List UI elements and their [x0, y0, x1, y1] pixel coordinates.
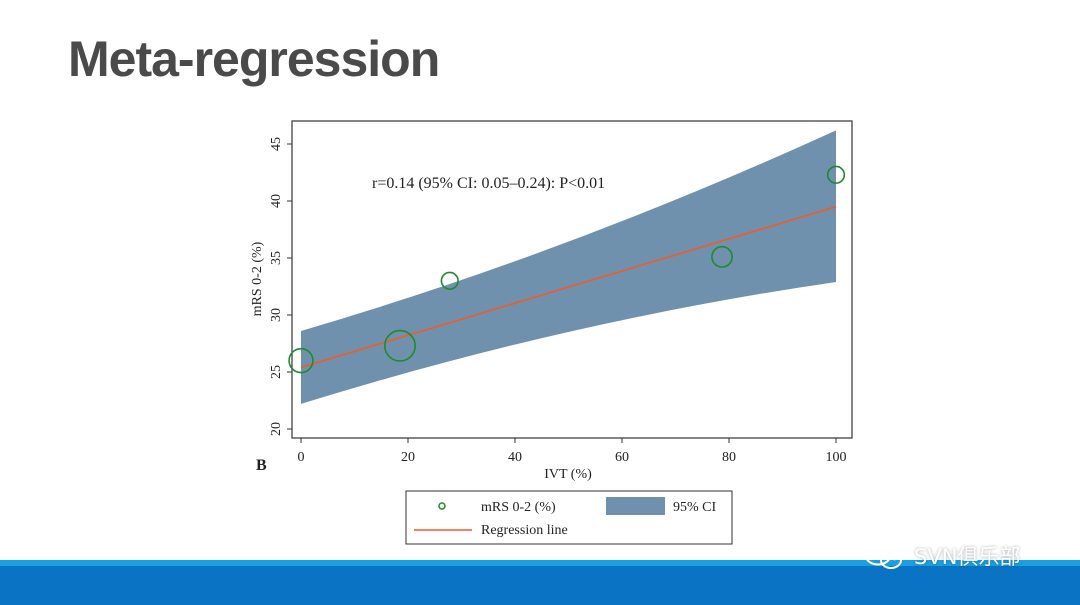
regression-line: [300, 205, 837, 369]
y-tick-label-40: 40: [269, 194, 284, 208]
footer-band: [0, 566, 1080, 605]
y-axis-title: mRS 0-2 (%): [250, 241, 265, 316]
panel-label: B: [256, 457, 267, 474]
x-tick-label-20: 20: [401, 450, 415, 465]
y-tick-label-30: 30: [269, 308, 284, 322]
wechat-icon: [864, 542, 902, 569]
legend-label-ci: 95% CI: [673, 500, 717, 515]
data-point-3: [440, 271, 459, 290]
x-tick-label-40: 40: [508, 450, 522, 465]
watermark-text: SVN俱乐部: [914, 545, 1021, 569]
data-point-2: [383, 329, 416, 362]
x-tick-label-100: 100: [826, 450, 847, 465]
y-tick-label-25: 25: [269, 365, 284, 379]
watermark: SVN俱乐部: [862, 540, 1020, 572]
slide-title: Meta-regression: [68, 31, 440, 87]
x-tick-label-80: 80: [722, 450, 736, 465]
x-tick-label-60: 60: [615, 450, 629, 465]
data-point-1: [288, 347, 314, 374]
legend-swatch-ci: [606, 497, 665, 515]
y-tick-label-20: 20: [269, 422, 284, 436]
legend-label-regression: Regression line: [481, 523, 568, 538]
data-point-4: [711, 245, 733, 268]
x-axis-title: IVT (%): [544, 467, 592, 482]
y-tick-label-35: 35: [269, 251, 284, 265]
legend-label-points: mRS 0-2 (%): [481, 500, 556, 515]
legend-box: [405, 490, 733, 545]
x-tick-label-0: 0: [298, 450, 305, 465]
stats-annotation: r=0.14 (95% CI: 0.05–0.24): P<0.01: [372, 175, 605, 192]
footer-band-light: [0, 560, 1080, 566]
data-point-5: [826, 165, 846, 184]
legend-marker-points: [438, 502, 446, 510]
ci-band: [301, 130, 836, 404]
y-tick-label-45: 45: [269, 137, 284, 151]
